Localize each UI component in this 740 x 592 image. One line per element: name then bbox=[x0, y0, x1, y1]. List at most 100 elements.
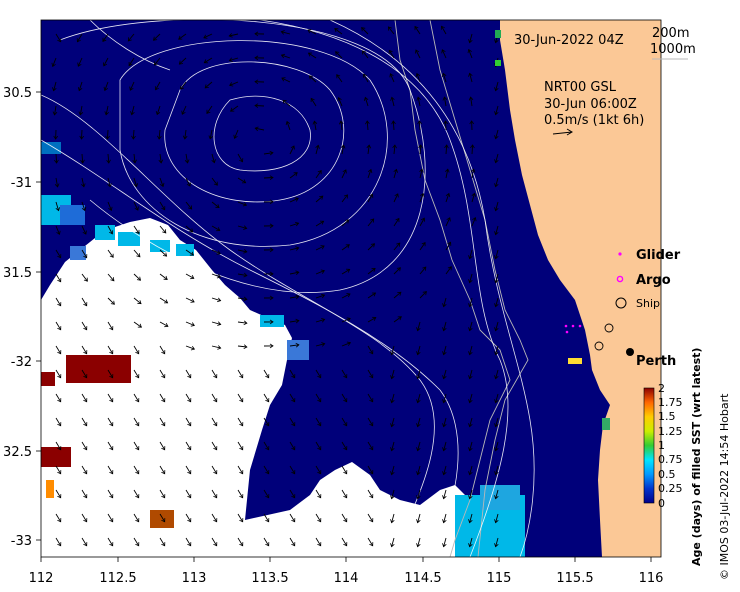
current-vector bbox=[419, 291, 427, 299]
current-vector bbox=[185, 393, 192, 402]
current-vector-head bbox=[164, 323, 169, 328]
x-axis: 112 112.5 113 113.5 114 114.5 115 115.5 … bbox=[29, 557, 663, 586]
current-vector bbox=[393, 193, 399, 203]
current-vector bbox=[367, 218, 375, 227]
current-vector-head bbox=[184, 159, 190, 164]
current-vector bbox=[289, 247, 299, 251]
current-vector bbox=[211, 297, 221, 302]
current-vector bbox=[469, 465, 473, 475]
current-vector-head bbox=[163, 275, 168, 280]
current-vector-head bbox=[216, 250, 221, 255]
current-vector-head bbox=[319, 220, 325, 225]
current-vector bbox=[341, 219, 349, 227]
current-vector bbox=[103, 57, 109, 67]
current-vector-head bbox=[135, 518, 140, 523]
current-vector bbox=[443, 537, 447, 547]
current-vector-head bbox=[396, 242, 401, 247]
current-vector bbox=[133, 537, 140, 546]
current-vector-head bbox=[187, 374, 192, 379]
current-vector bbox=[341, 145, 345, 155]
current-vector bbox=[495, 249, 499, 259]
current-vector bbox=[469, 345, 473, 355]
current-vector bbox=[495, 177, 499, 187]
current-vector bbox=[204, 81, 213, 89]
current-vector-head bbox=[132, 159, 137, 164]
current-vector-head bbox=[397, 316, 402, 321]
current-vector-head bbox=[416, 495, 421, 500]
current-time-label: 30-Jun 06:00Z bbox=[544, 97, 637, 112]
current-vector bbox=[469, 441, 473, 451]
current-vector bbox=[341, 317, 351, 323]
current-vector-head bbox=[109, 422, 114, 427]
current-vector bbox=[341, 489, 348, 498]
current-vector-head bbox=[346, 317, 351, 322]
isobath-label-200m: 200m bbox=[652, 26, 689, 41]
current-vector-head bbox=[442, 96, 448, 101]
current-vector bbox=[55, 393, 62, 402]
current-vector-head bbox=[133, 183, 138, 188]
current-vector bbox=[308, 52, 317, 59]
current-vector bbox=[341, 465, 348, 474]
current-vector-head bbox=[204, 84, 209, 89]
current-vector-head bbox=[291, 422, 296, 427]
current-vector-head bbox=[107, 183, 112, 188]
current-vector bbox=[315, 441, 322, 450]
current-vector bbox=[263, 369, 270, 378]
current-vector bbox=[107, 465, 114, 474]
current-vector bbox=[78, 81, 83, 91]
current-vector-head bbox=[371, 267, 376, 272]
current-vector-head bbox=[109, 326, 114, 331]
current-vector bbox=[133, 321, 142, 328]
current-vector-head bbox=[369, 350, 374, 355]
current-vector bbox=[185, 201, 193, 210]
current-vector bbox=[419, 242, 426, 251]
current-vector bbox=[159, 153, 162, 163]
current-vector-head bbox=[415, 72, 421, 78]
no-data-region-south bbox=[245, 462, 470, 557]
current-vector bbox=[178, 33, 187, 40]
current-vector-head bbox=[317, 446, 322, 451]
current-vector-head bbox=[370, 218, 375, 223]
current-vector bbox=[133, 417, 140, 426]
current-vector bbox=[469, 297, 473, 307]
current-vector bbox=[315, 369, 322, 378]
current-vector bbox=[81, 369, 88, 378]
current-vector bbox=[495, 513, 499, 523]
current-vector bbox=[107, 513, 114, 522]
current-vector-head bbox=[109, 446, 114, 451]
current-vector bbox=[341, 342, 351, 347]
current-vector bbox=[55, 153, 58, 164]
current-vector bbox=[107, 537, 114, 546]
current-vector-head bbox=[416, 447, 421, 452]
x-tick-label: 113.5 bbox=[251, 571, 288, 586]
current-vector-head bbox=[154, 86, 159, 91]
current-vector bbox=[393, 242, 401, 251]
current-vector bbox=[133, 177, 138, 187]
current-vector bbox=[341, 393, 348, 402]
current-vector-head bbox=[494, 279, 499, 284]
current-vector bbox=[107, 417, 114, 426]
current-vector-head bbox=[83, 470, 88, 475]
current-vector bbox=[282, 99, 291, 107]
current-vector-head bbox=[494, 351, 499, 356]
current-vector-head bbox=[161, 470, 166, 475]
x-tick-label: 112.5 bbox=[99, 571, 136, 586]
current-vector-head bbox=[109, 518, 114, 523]
current-vector bbox=[419, 217, 425, 227]
current-vector-head bbox=[291, 542, 296, 547]
current-vector-head bbox=[206, 109, 211, 114]
current-vector-head bbox=[57, 350, 62, 355]
current-vector bbox=[443, 297, 447, 307]
current-vector bbox=[495, 369, 499, 379]
current-vector bbox=[55, 513, 62, 522]
current-vector bbox=[55, 321, 62, 330]
x-tick-label: 114.5 bbox=[404, 571, 441, 586]
current-vector bbox=[237, 465, 244, 474]
current-vector bbox=[159, 513, 166, 522]
current-vector-head bbox=[180, 85, 185, 90]
current-vector-head bbox=[233, 134, 238, 139]
current-vector-head bbox=[162, 229, 167, 234]
current-vector bbox=[417, 417, 421, 427]
current-vector-head bbox=[189, 251, 194, 256]
current-vector bbox=[414, 26, 421, 35]
